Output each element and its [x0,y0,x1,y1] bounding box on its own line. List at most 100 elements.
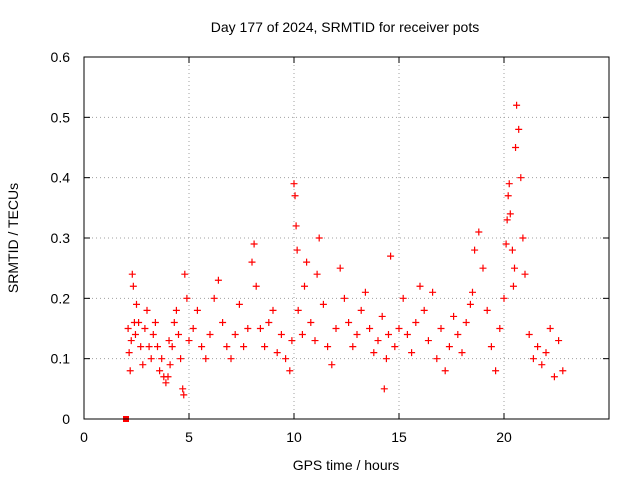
data-point [128,270,136,278]
data-point [133,300,140,308]
data-point [475,228,483,236]
data-point [534,343,542,351]
data-point [165,337,173,345]
data-point [385,331,392,339]
data-point [483,306,491,314]
x-tick-label: 5 [185,429,193,445]
data-point [506,210,514,218]
data-point [511,264,518,272]
data-point [286,367,294,375]
data-point [125,349,133,357]
data-point [149,331,157,339]
data-point [416,282,424,290]
data-point [315,234,323,242]
data-point [412,318,420,326]
data-point [181,270,189,278]
data-point [124,325,132,332]
data-point [151,318,159,326]
data-point [328,361,336,369]
data-point [433,355,441,363]
data-point [307,318,315,326]
data-point [141,325,149,332]
data-point [303,258,311,266]
data-point [294,306,302,314]
grid-lines [84,57,609,419]
data-point [227,355,235,363]
data-point [223,343,231,351]
y-tick-labels: 0 0.1 0.2 0.3 0.4 0.5 0.6 [51,49,71,427]
data-point [513,101,521,109]
data-point [349,343,357,351]
data-point [366,325,374,332]
data-point [542,349,550,357]
data-point [126,367,134,375]
data-point [210,294,218,302]
data-point [479,264,487,272]
data-point [131,331,139,339]
data-point [503,216,511,224]
data-point [202,355,210,363]
x-tick-labels: 0 5 10 15 20 [80,429,512,445]
data-point [180,391,188,399]
data-point [193,306,201,314]
y-tick-label: 0 [62,411,70,427]
y-tick-label: 0.3 [51,230,71,246]
data-point [519,234,527,242]
data-point [172,306,180,314]
data-point [166,361,174,369]
data-point [156,367,164,375]
data-point [500,294,508,302]
data-point [240,343,248,351]
data-point [298,331,306,339]
data-point [292,222,300,230]
data-point [420,306,428,314]
data-point [509,282,517,290]
data-point [170,318,178,326]
data-point [403,331,411,339]
data-point [408,349,416,357]
data-point [382,355,390,363]
data-point [250,240,258,248]
data-points [123,101,567,422]
data-point [185,337,193,345]
data-point [380,385,388,393]
data-point [313,270,321,278]
data-point [301,282,308,290]
data-point [293,246,301,254]
x-axis-title: GPS time / hours [293,457,400,473]
data-point [361,288,369,296]
data-point [319,300,327,308]
data-point [336,264,344,272]
data-point [466,300,474,308]
data-point [189,325,197,332]
data-point [387,252,395,260]
data-point [137,343,145,351]
data-point [244,325,252,332]
data-point [127,337,135,345]
data-point [143,306,151,314]
data-point [496,325,504,332]
x-tick-label: 10 [286,429,302,445]
data-point [269,306,277,314]
data-point [206,331,214,339]
data-point [256,325,264,332]
data-point [290,180,298,188]
data-point [177,355,185,363]
data-point [454,331,462,339]
data-point [235,300,243,308]
data-point [487,343,495,351]
data-point [145,343,153,351]
data-point [154,343,161,351]
data-point [219,318,227,326]
axis-ticks [83,56,609,420]
data-point [462,318,470,326]
data-point [261,343,269,351]
data-point [248,258,256,266]
data-point [332,325,340,332]
data-point [521,270,529,278]
data-point [340,294,348,302]
data-point [374,337,382,345]
data-point [458,349,466,357]
data-point [395,325,403,332]
